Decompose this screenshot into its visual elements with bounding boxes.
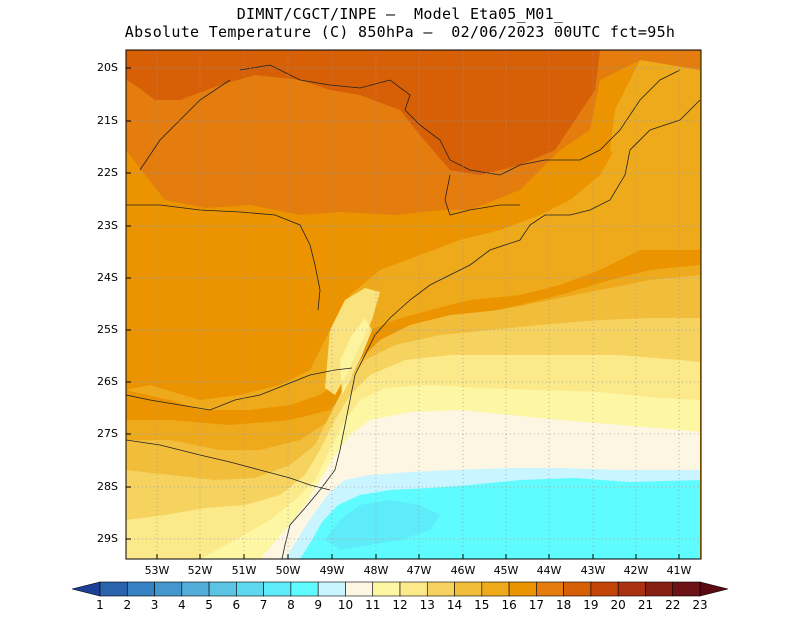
- lat-label-23s: 23S: [97, 219, 118, 232]
- colorbar-tick-label: 5: [205, 598, 213, 612]
- lat-label-24s: 24S: [97, 271, 118, 284]
- colorbar-tick-label: 18: [555, 598, 572, 612]
- colorbar-swatch: [399, 581, 428, 597]
- colorbar-swatch: [99, 581, 128, 597]
- colorbar-swatch: [181, 581, 210, 597]
- field-level-12-strip: [340, 318, 372, 395]
- lon-label-47w: 47W: [406, 564, 432, 577]
- colorbar-swatch: [454, 581, 483, 597]
- plot-frame: [125, 49, 702, 560]
- lon-label-41w: 41W: [666, 564, 692, 577]
- colorbar-swatch: [672, 581, 701, 597]
- colorbar-swatch: [645, 581, 674, 597]
- colorbar-swatch: [208, 581, 237, 597]
- colorbar-tick-label: 4: [177, 598, 186, 612]
- colorbar-tick-label: 17: [528, 598, 544, 612]
- colorbar-tick-label: 9: [314, 598, 322, 612]
- coastline: [281, 99, 701, 559]
- lon-label-46w: 46W: [450, 564, 476, 577]
- colorbar-swatch: [126, 581, 155, 597]
- lon-label-44w: 44W: [536, 564, 562, 577]
- colorbar-swatch: [345, 581, 374, 597]
- colorbar-swatch: [426, 581, 455, 597]
- field-level-8: [325, 500, 440, 550]
- lon-label-52w: 52W: [187, 564, 213, 577]
- colorbar-tick-label: 23: [692, 598, 708, 612]
- colorbar-swatch: [536, 581, 564, 597]
- state-border-pr-sc: [126, 367, 353, 411]
- colorbar-swatch: [154, 581, 183, 597]
- colorbar-tick-label: 20: [610, 598, 626, 612]
- axis-ticks: [126, 67, 680, 559]
- colorbar-tick-label: 21: [637, 598, 654, 612]
- colorbar-swatch: [372, 581, 401, 597]
- state-border-west: [139, 79, 231, 171]
- colorbar-swatch: [236, 581, 264, 597]
- grid: [126, 50, 701, 559]
- colorbar-arrow-right: [699, 581, 729, 597]
- colorbar-tick-label: 2: [123, 598, 132, 612]
- temperature-field: [126, 50, 701, 559]
- colorbar-tick-label: 19: [583, 598, 599, 612]
- colorbar-arrow-left: [71, 581, 101, 597]
- lat-label-20s: 20S: [97, 61, 118, 74]
- state-border-sp: [126, 204, 321, 311]
- lat-label-25s: 25S: [97, 323, 118, 336]
- lat-label-21s: 21S: [97, 114, 118, 127]
- colorbar-tick-label: 16: [501, 598, 517, 612]
- field-level-16-east: [610, 60, 700, 200]
- colorbar-swatch: [290, 581, 319, 597]
- lon-label-49w: 49W: [319, 564, 345, 577]
- colorbar-swatch: [508, 581, 537, 597]
- lat-label-27s: 27S: [97, 427, 118, 440]
- lat-label-26s: 26S: [97, 375, 118, 388]
- colorbar-tick-label: 12: [392, 598, 408, 612]
- colorbar-tick-label: 1: [96, 598, 104, 612]
- colorbar: [71, 581, 729, 597]
- lat-label-22s: 22S: [97, 166, 118, 179]
- field-level-19: [126, 50, 600, 175]
- state-border-rj: [444, 174, 520, 216]
- lat-label-29s: 29S: [97, 532, 118, 545]
- colorbar-tick-label: 7: [259, 598, 268, 612]
- state-border-mg: [239, 64, 681, 176]
- colorbar-tick-label: 14: [446, 598, 463, 612]
- lon-label-53w: 53W: [144, 564, 170, 577]
- chart-title-line2: Absolute Temperature (C) 850hPa – 02/06/…: [124, 23, 676, 41]
- borders: [126, 64, 701, 559]
- colorbar-tick-label: 15: [474, 598, 490, 612]
- lat-label-28s: 28S: [97, 480, 118, 493]
- colorbar-tick-label: 13: [419, 598, 435, 612]
- lon-label-51w: 51W: [231, 564, 257, 577]
- chart-title-line1: DIMNT/CGCT/INPE – Model Eta05_M01_: [236, 5, 564, 23]
- colorbar-tick-label: 11: [365, 598, 381, 612]
- colorbar-tick-label: 8: [287, 598, 295, 612]
- colorbar-swatch: [317, 581, 346, 597]
- colorbar-swatch: [617, 581, 646, 597]
- colorbar-tick-label: 22: [665, 598, 681, 612]
- lon-label-43w: 43W: [580, 564, 606, 577]
- lon-label-50w: 50W: [275, 564, 301, 577]
- colorbar-tick-label: 6: [232, 598, 241, 612]
- colorbar-swatch: [563, 581, 592, 597]
- colorbar-tick-label: 10: [337, 598, 354, 612]
- lon-label-42w: 42W: [623, 564, 649, 577]
- colorbar-swatch: [481, 581, 510, 597]
- lon-label-45w: 45W: [493, 564, 519, 577]
- colorbar-tick-label: 3: [150, 598, 159, 612]
- colorbar-swatch: [590, 581, 619, 597]
- state-border-sc-rs: [126, 439, 331, 491]
- lon-label-48w: 48W: [363, 564, 389, 577]
- colorbar-swatch: [263, 581, 292, 597]
